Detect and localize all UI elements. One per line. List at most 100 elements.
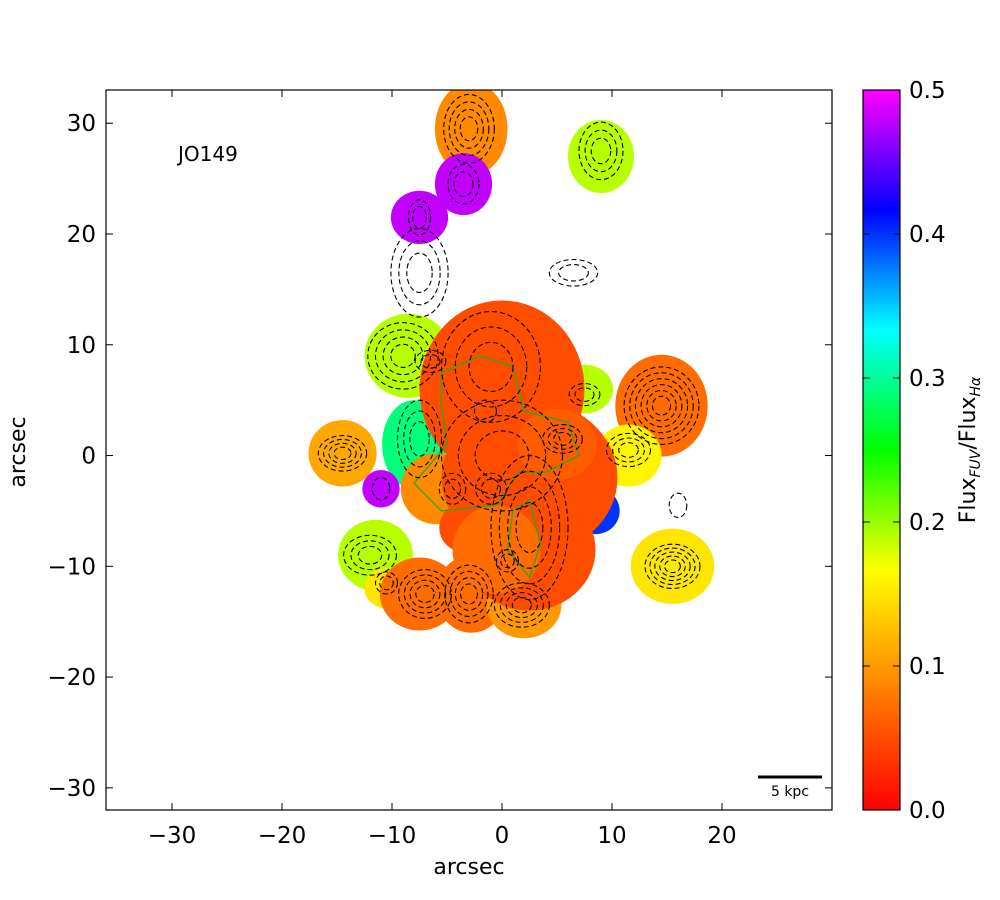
contour-0-level-1 [448, 101, 490, 157]
contour-28-level-1 [500, 553, 515, 569]
contour-7-level-1 [420, 354, 441, 369]
colorbar-title-main: Flux [956, 478, 981, 524]
contour-20-level-3 [515, 501, 544, 554]
cb-tick-label-0: 0.0 [909, 798, 946, 824]
contour-23-level-2 [357, 545, 383, 565]
y-tick-label-5: 20 [67, 222, 96, 248]
colorbar-title-mid: /Flux [956, 396, 981, 449]
region-0 [434, 90, 508, 176]
contour-11-level-0 [568, 382, 601, 407]
contour-23-level-0 [343, 534, 397, 576]
x-tick-label-0: −30 [148, 823, 197, 849]
contour-24-level-0 [374, 571, 399, 595]
contour-1-level-0 [447, 163, 480, 205]
cb-tick-label-5: 0.5 [909, 78, 946, 104]
contour-21-level-0 [668, 492, 688, 519]
contour-18-level-0 [438, 472, 467, 505]
contour-26-level-1 [449, 570, 489, 618]
colorbar-title: FluxFUV/FluxHα [956, 376, 984, 523]
x-axis-title: arcsec [433, 855, 504, 880]
contour-10-level-0 [623, 366, 700, 446]
contour-4-level-1 [398, 240, 441, 306]
x-tick-label-5: 20 [707, 823, 736, 849]
contour-26-level-0 [444, 564, 494, 624]
colorbar-title-sub2: Hα [968, 376, 984, 397]
contour-2-level-0 [407, 199, 432, 236]
contour-25-level-0 [398, 569, 452, 619]
map-panel: −30 −20 −10 0 10 20 −30 −20 −10 0 10 20 30 JO149 5 … [6, 89, 833, 880]
region-10 [362, 469, 400, 508]
region-17 [379, 557, 460, 631]
colorbar: 0.0 0.1 0.2 0.3 0.4 0.5 FluxFUV/FluxHα [862, 78, 984, 824]
contour-10-level-5 [651, 395, 672, 416]
contour-15-level-1 [403, 410, 436, 468]
y-tick-label-4: 10 [67, 333, 96, 359]
contour-20-level-2 [507, 486, 552, 569]
contour-14-level-1 [457, 414, 547, 497]
contour-8-level-1 [454, 326, 528, 408]
contour-19-level-0 [475, 472, 507, 505]
contour-15-level-0 [396, 399, 443, 479]
x-axis-ticks: −30 −20 −10 0 10 20 [148, 90, 737, 849]
y-tick-label-2: −10 [47, 554, 96, 580]
contour-7-level-0 [414, 349, 447, 374]
contour-25-level-3 [415, 584, 435, 604]
contour-25-level-2 [409, 579, 441, 609]
y-tick-label-6: 30 [67, 111, 96, 137]
plot-frame [105, 89, 833, 811]
contour-6-level-2 [382, 336, 424, 376]
contour-22-level-4 [664, 559, 681, 574]
y-tick-label-3: 0 [81, 444, 96, 470]
contour-3-level-2 [590, 137, 612, 165]
contour-10-level-1 [629, 372, 694, 440]
contour-3-level-1 [584, 129, 618, 173]
contour-12-level-2 [618, 442, 639, 458]
contour-12-level-0 [605, 432, 652, 468]
cb-tick-label-2: 0.2 [909, 510, 946, 536]
contour-0-level-3 [459, 116, 479, 142]
contour-0-level-2 [454, 108, 484, 149]
contour-15-level-2 [409, 421, 430, 457]
contour-17-level-0 [371, 477, 391, 501]
contour-6-level-3 [390, 343, 416, 368]
x-tick-label-3: 0 [495, 823, 510, 849]
contour-27-level-3 [511, 596, 532, 614]
contour-10-level-4 [646, 389, 677, 422]
contour-2-level-1 [412, 205, 427, 229]
contour-13-level-2 [553, 431, 572, 446]
contour-6-level-1 [374, 329, 432, 383]
colorbar-gradient [862, 89, 901, 811]
halpha-contours [317, 93, 701, 628]
contour-12-level-1 [612, 437, 645, 463]
cb-tick-label-4: 0.4 [909, 222, 946, 248]
contour-13-level-1 [547, 427, 578, 450]
contour-5-level-0 [548, 258, 599, 287]
y-axis-title: arcsec [6, 416, 31, 487]
contour-10-level-2 [634, 378, 689, 434]
contour-27-level-2 [505, 592, 538, 619]
contour-23-level-1 [350, 540, 390, 571]
x-tick-label-4: 10 [597, 823, 626, 849]
contour-11-level-1 [574, 387, 595, 402]
contour-19-level-1 [480, 478, 502, 499]
scale-bar-label: 5 kpc [771, 784, 809, 800]
contour-22-level-3 [659, 555, 686, 578]
y-tick-label-0: −30 [47, 776, 96, 802]
colorbar-title-sub1: FUV [968, 448, 984, 477]
contour-16-level-0 [317, 435, 368, 472]
scale-bar: 5 kpc [758, 775, 822, 800]
contour-16-level-2 [328, 442, 357, 464]
contour-16-level-1 [323, 438, 362, 468]
contour-25-level-1 [403, 574, 447, 614]
contour-16-level-3 [333, 446, 352, 461]
contour-4-level-0 [390, 227, 449, 318]
x-tick-label-1: −20 [258, 823, 307, 849]
contour-20-level-0 [490, 454, 569, 601]
x-tick-label-2: −10 [368, 823, 417, 849]
region-3 [568, 119, 634, 194]
contour-24-level-1 [379, 575, 394, 591]
contour-10-level-3 [640, 383, 683, 428]
region-2 [390, 190, 449, 244]
contour-8-level-2 [468, 341, 514, 393]
